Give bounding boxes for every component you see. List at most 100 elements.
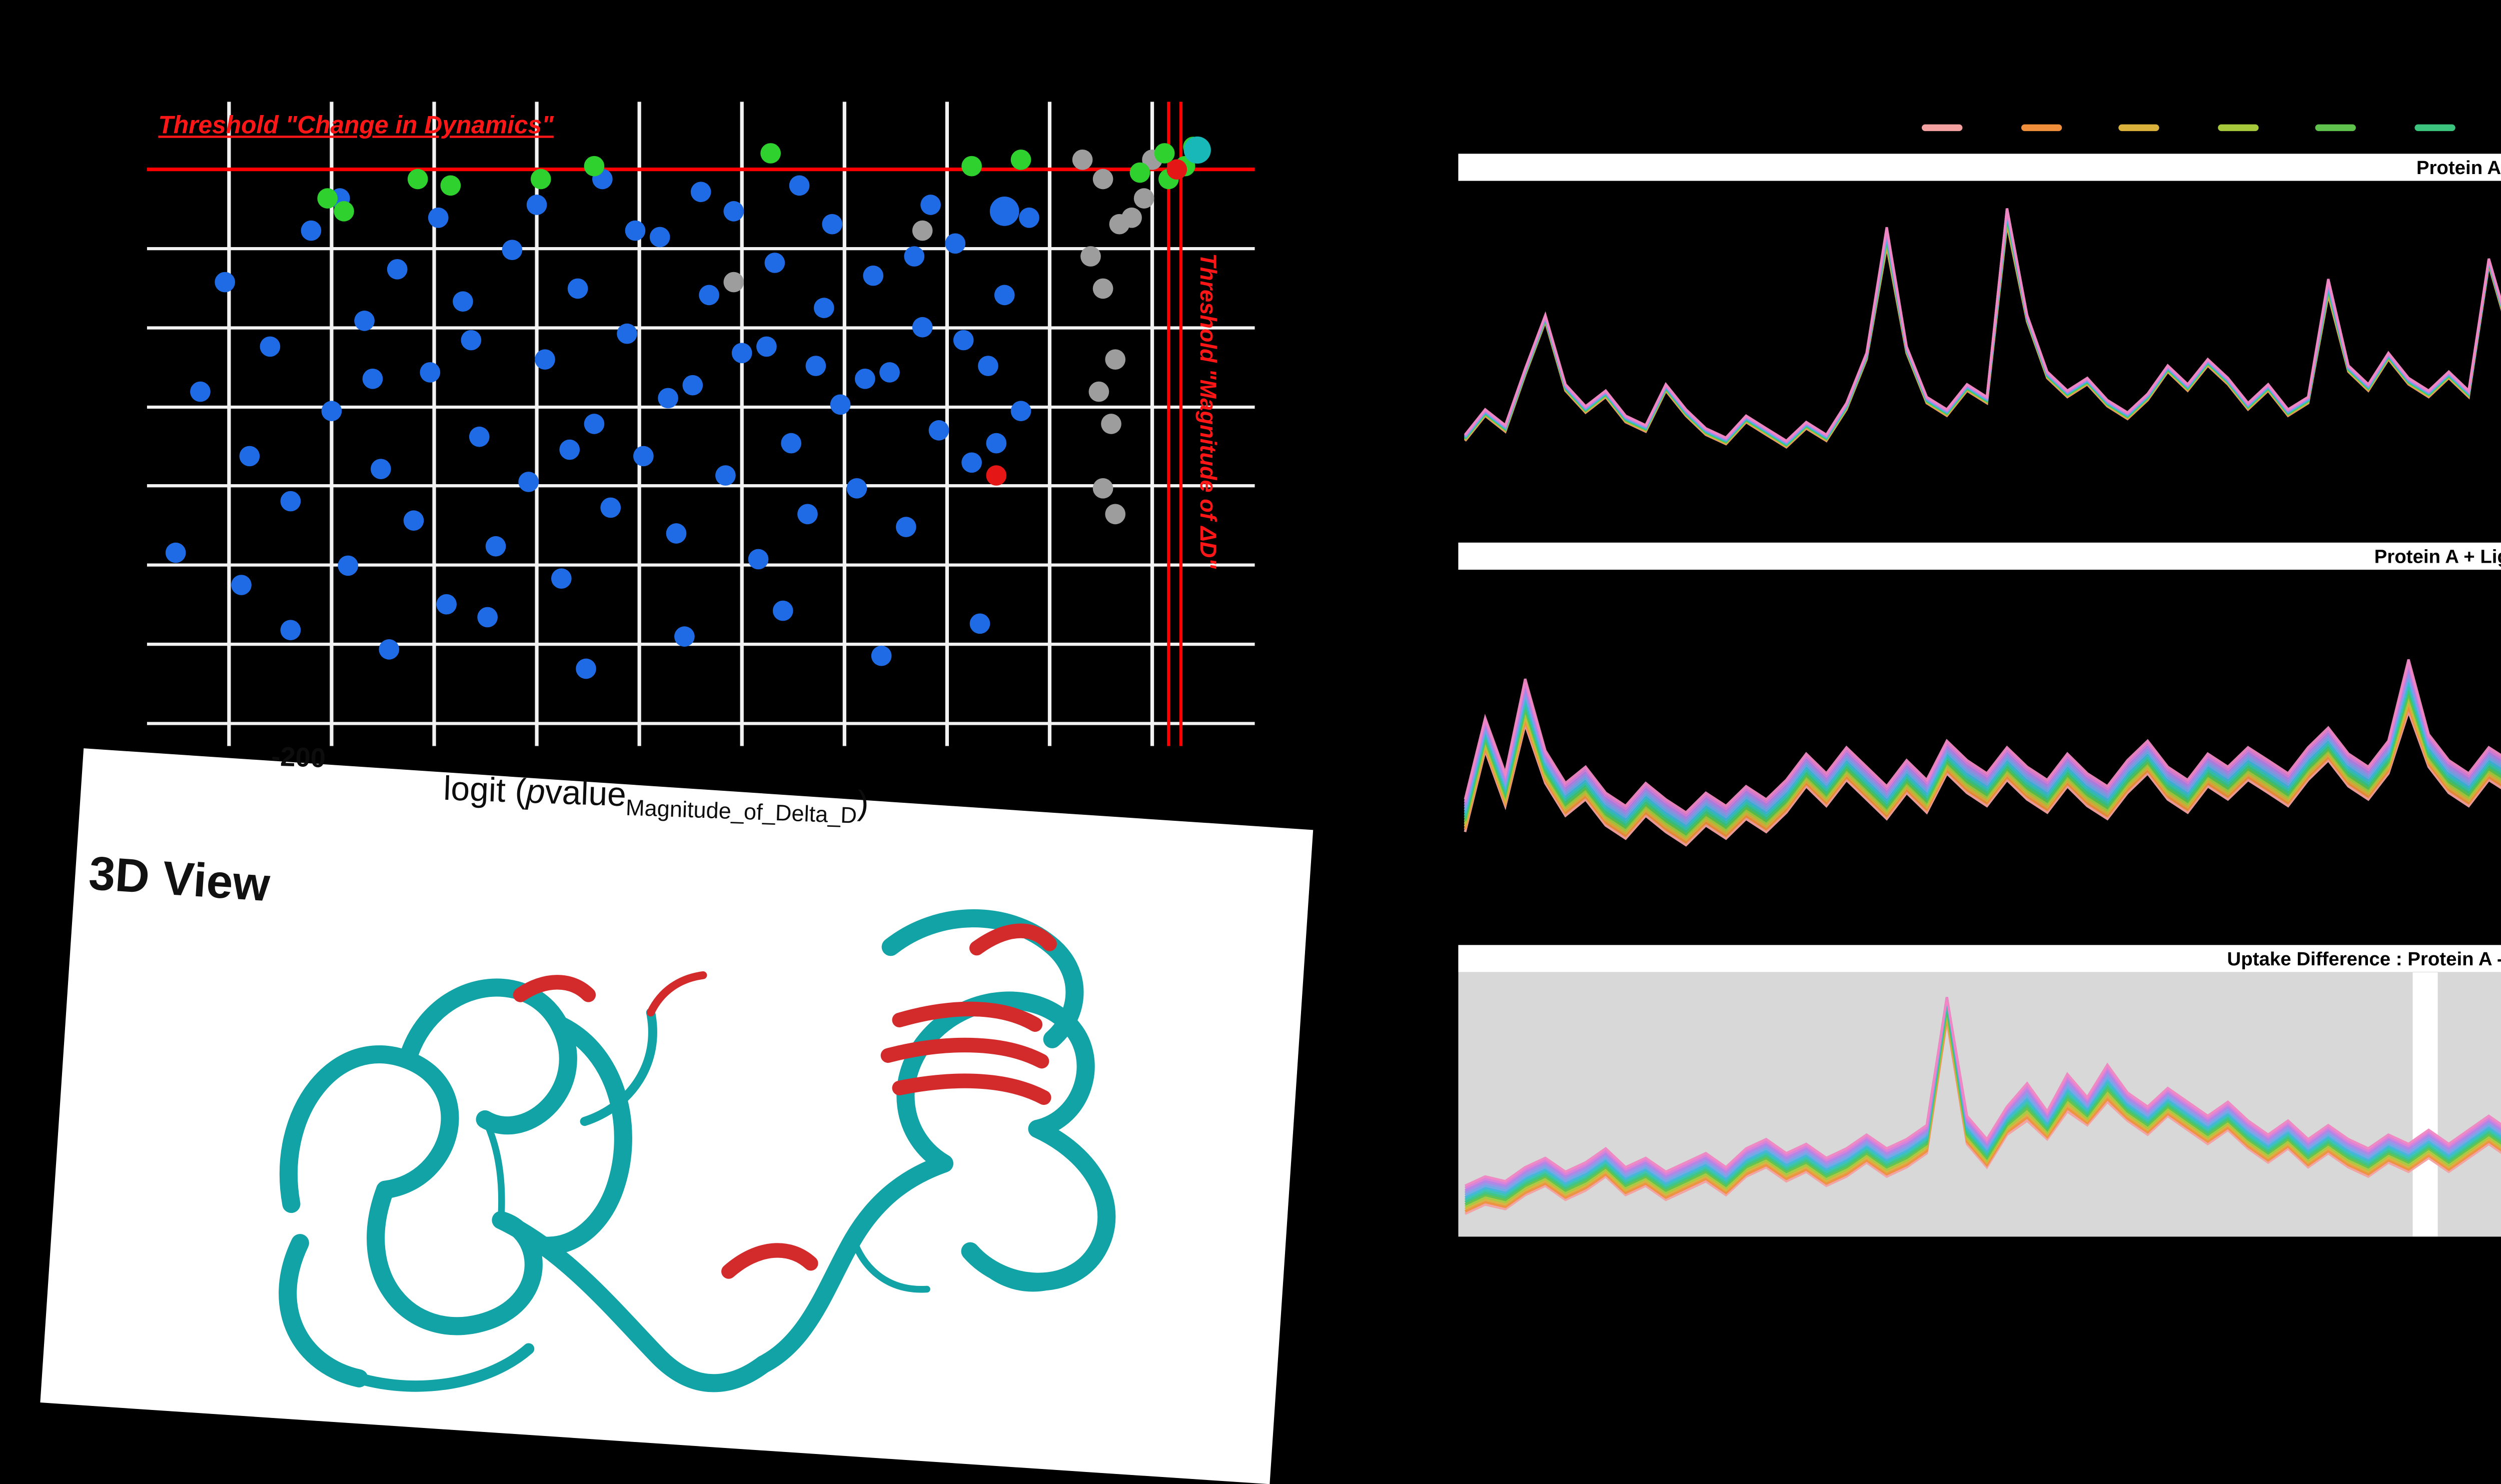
- scatter-point-blue[interactable]: [371, 459, 391, 480]
- uptake-difference-plot[interactable]: [1458, 972, 2501, 1237]
- scatter-point-blue[interactable]: [428, 207, 449, 228]
- scatter-point-teal[interactable]: [1183, 136, 1211, 164]
- scatter-point-gray[interactable]: [1080, 246, 1101, 267]
- scatter-point-blue[interactable]: [896, 517, 916, 537]
- legend-swatch[interactable]: [2413, 124, 2454, 132]
- scatter-point-blue[interactable]: [551, 568, 572, 589]
- uptake-trace[interactable]: [1464, 1011, 2501, 1208]
- scatter-point-blue[interactable]: [584, 414, 605, 434]
- scatter-point-blue[interactable]: [625, 220, 646, 241]
- scatter-point-green[interactable]: [760, 143, 781, 164]
- scatter-point-blue[interactable]: [969, 613, 990, 634]
- scatter-point-blue[interactable]: [994, 285, 1015, 306]
- scatter-point-blue[interactable]: [822, 214, 843, 235]
- scatter-point-blue[interactable]: [928, 420, 949, 441]
- scatter-point-gray[interactable]: [1105, 349, 1126, 370]
- uptake-plot-protein-a[interactable]: [1458, 181, 2501, 527]
- scatter-point-blue[interactable]: [699, 285, 719, 306]
- scatter-point-blue[interactable]: [920, 195, 941, 215]
- uptake-trace[interactable]: [1464, 640, 2501, 841]
- uptake-trace[interactable]: [1464, 598, 2501, 817]
- scatter-point-blue[interactable]: [772, 600, 793, 621]
- scatter-point-blue[interactable]: [260, 336, 281, 357]
- scatter-point-gray[interactable]: [1072, 149, 1093, 170]
- scatter-point-green[interactable]: [440, 175, 461, 196]
- uptake-trace[interactable]: [1464, 208, 2501, 443]
- scatter-point-blue[interactable]: [805, 356, 826, 376]
- scatter-point-blue[interactable]: [781, 433, 802, 454]
- scatter-point-blue[interactable]: [477, 607, 498, 628]
- scatter-point-blue[interactable]: [617, 323, 637, 344]
- scatter-point-blue[interactable]: [526, 195, 547, 215]
- scatter-point-blue[interactable]: [379, 639, 400, 660]
- scatter-point-blue[interactable]: [666, 523, 687, 544]
- uptake-trace[interactable]: [1464, 607, 2501, 828]
- scatter-point-blue-large[interactable]: [989, 197, 1019, 226]
- scatter-point-blue[interactable]: [485, 536, 506, 557]
- scatter-point-blue[interactable]: [461, 330, 482, 351]
- scatter-point-blue[interactable]: [338, 555, 359, 576]
- scatter-point-blue[interactable]: [633, 446, 654, 467]
- uptake-trace[interactable]: [1464, 1017, 2501, 1213]
- scatter-point-blue[interactable]: [945, 233, 966, 254]
- scatter-point-green[interactable]: [407, 169, 428, 190]
- scatter-point-blue[interactable]: [559, 439, 580, 460]
- uptake-trace[interactable]: [1464, 601, 2501, 825]
- scatter-point-blue[interactable]: [215, 272, 235, 293]
- scatter-point-blue[interactable]: [469, 426, 490, 447]
- scatter-point-blue[interactable]: [813, 298, 834, 318]
- scatter-point-blue[interactable]: [436, 594, 457, 615]
- scatter-point-blue[interactable]: [1019, 207, 1039, 228]
- uptake-trace[interactable]: [1464, 208, 2501, 444]
- scatter-point-blue[interactable]: [165, 542, 186, 563]
- uptake-trace[interactable]: [1464, 1014, 2501, 1210]
- legend-swatch[interactable]: [2118, 124, 2159, 132]
- uptake-trace[interactable]: [1464, 997, 2501, 1194]
- scatter-point-blue[interactable]: [953, 330, 974, 351]
- scatter-point-blue[interactable]: [723, 201, 744, 222]
- scatter-point-blue[interactable]: [863, 265, 884, 286]
- scatter-point-gray[interactable]: [912, 220, 933, 241]
- scatter-point-blue[interactable]: [871, 645, 892, 666]
- scatter-point-green[interactable]: [1010, 149, 1031, 170]
- scatter-point-blue[interactable]: [748, 549, 769, 570]
- scatter-point-blue[interactable]: [658, 388, 678, 409]
- scatter-point-blue[interactable]: [854, 368, 875, 389]
- scatter-point-blue[interactable]: [420, 362, 441, 383]
- scatter-point-blue[interactable]: [961, 452, 982, 473]
- scatter-point-blue[interactable]: [518, 472, 539, 492]
- scatter-point-blue[interactable]: [715, 465, 736, 486]
- uptake-trace[interactable]: [1464, 1004, 2501, 1203]
- uptake-plot-protein-a-ligand[interactable]: [1458, 570, 2501, 927]
- scatter-point-red[interactable]: [1166, 159, 1187, 180]
- scatter-point-blue[interactable]: [912, 317, 933, 338]
- scatter-point-green[interactable]: [1154, 143, 1175, 164]
- scatter-point-blue[interactable]: [301, 220, 322, 241]
- uptake-trace[interactable]: [1464, 224, 2501, 460]
- scatter-point-blue[interactable]: [797, 504, 818, 525]
- uptake-trace[interactable]: [1464, 208, 2501, 443]
- uptake-trace[interactable]: [1464, 997, 2501, 1192]
- uptake-trace[interactable]: [1464, 598, 2501, 820]
- scatter-point-gray[interactable]: [1092, 478, 1113, 499]
- three-d-view-panel[interactable]: 3D View: [40, 748, 1314, 1484]
- scatter-point-green[interactable]: [530, 169, 551, 190]
- scatter-point-blue[interactable]: [280, 491, 301, 512]
- scatter-point-blue[interactable]: [674, 626, 695, 647]
- scatter-point-blue[interactable]: [231, 575, 252, 595]
- uptake-trace[interactable]: [1464, 222, 2501, 453]
- scatter-point-gray[interactable]: [1092, 278, 1113, 299]
- uptake-trace[interactable]: [1464, 627, 2501, 836]
- scatter-point-blue[interactable]: [387, 259, 408, 280]
- uptake-trace[interactable]: [1464, 998, 2501, 1199]
- uptake-trace[interactable]: [1464, 997, 2501, 1187]
- legend-swatch[interactable]: [2315, 124, 2356, 132]
- scatter-point-blue[interactable]: [764, 253, 785, 273]
- scatter-point-gray[interactable]: [1101, 414, 1121, 434]
- scatter-point-green[interactable]: [317, 188, 338, 209]
- scatter-point-blue[interactable]: [354, 311, 375, 331]
- scatter-point-gray[interactable]: [1088, 381, 1109, 402]
- scatter-point-green[interactable]: [584, 156, 605, 177]
- volcano-plot[interactable]: [147, 102, 1255, 746]
- scatter-point-blue[interactable]: [731, 343, 752, 364]
